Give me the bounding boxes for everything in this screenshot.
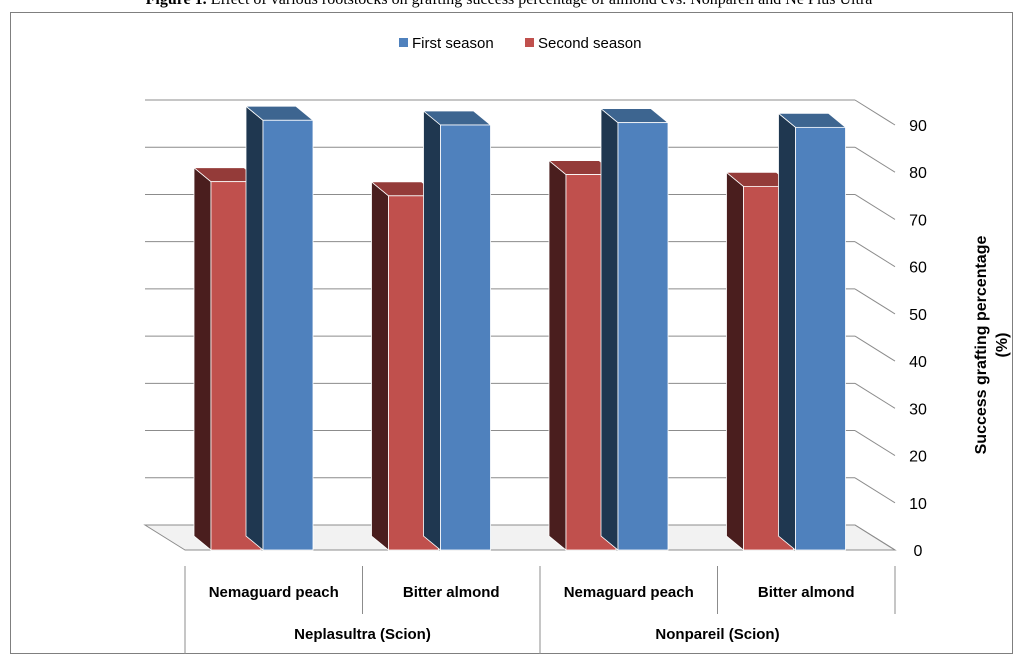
legend: First season Second season (399, 35, 641, 52)
bar-side (548, 159, 567, 551)
bars (192, 105, 847, 551)
gridline-depth (854, 430, 896, 456)
y-tick-label: 30 (909, 401, 927, 418)
gridline-depth (854, 524, 896, 551)
x-category-label: Bitter almond (758, 584, 855, 601)
bar-front (617, 122, 669, 551)
figure-caption-label: Figure 1. (146, 0, 207, 8)
y-axis-title: Success grafting percentage (%) (973, 236, 1011, 455)
bar-side (371, 180, 389, 551)
y-tick-label: 90 (909, 118, 927, 135)
legend-item: First season (399, 35, 494, 52)
chart-frame (10, 12, 1013, 654)
bar-side (726, 171, 744, 551)
bar-front (262, 119, 314, 551)
y-tick-label: 40 (909, 354, 927, 371)
bar-first-season (777, 112, 847, 551)
gridline-depth (854, 146, 896, 173)
figure-caption-text: Effect of various rootstocks on grafting… (207, 0, 873, 8)
bar-first-season (422, 110, 492, 551)
gridline-depth (854, 241, 896, 268)
x-category-label: Bitter almond (403, 584, 500, 601)
gridline-depth (854, 335, 896, 362)
x-group-label: Nonpareil (Scion) (655, 626, 779, 643)
y-axis: 0 10 20 30 40 50 60 70 80 90 Success grafting perc… (909, 118, 1011, 560)
bar-front (795, 126, 846, 551)
bar-first-season (599, 107, 670, 551)
legend-label: First season (412, 35, 494, 52)
bar-side (600, 107, 619, 551)
y-tick-label: 0 (914, 543, 923, 560)
x-group-label: Neplasultra (Scion) (294, 626, 431, 643)
bar-side (778, 112, 796, 551)
bar-side (193, 166, 212, 551)
y-tick-label: 50 (909, 307, 927, 324)
y-tick-label: 70 (909, 212, 927, 229)
bar-front (440, 124, 491, 551)
legend-label: Second season (538, 35, 641, 52)
y-axis-title-line: Success grafting percentage (973, 236, 990, 455)
legend-item: Second season (525, 35, 641, 52)
bar-side (423, 110, 441, 551)
gridline-depth (854, 382, 896, 409)
legend-swatch (525, 38, 534, 47)
x-axis: Nemaguard peach Bitter almond Nemaguard pe… (184, 566, 896, 654)
bar-side (245, 105, 264, 551)
x-category-label: Nemaguard peach (564, 584, 694, 601)
y-tick-label: 80 (909, 165, 927, 182)
gridline-depth (854, 194, 896, 220)
figure-caption: Figure 1. Effect of various rootstocks o… (0, 0, 1018, 9)
gridline-depth (854, 477, 896, 504)
gridline-depth (854, 99, 896, 126)
y-tick-label: 20 (909, 449, 927, 466)
x-category-label: Nemaguard peach (209, 584, 339, 601)
legend-swatch (399, 38, 408, 47)
y-tick-label: 10 (909, 496, 927, 513)
y-tick-label: 60 (909, 260, 927, 277)
y-axis-title-line: (%) (994, 333, 1011, 358)
bar-first-season (244, 105, 315, 551)
gridline-depth (854, 288, 896, 315)
